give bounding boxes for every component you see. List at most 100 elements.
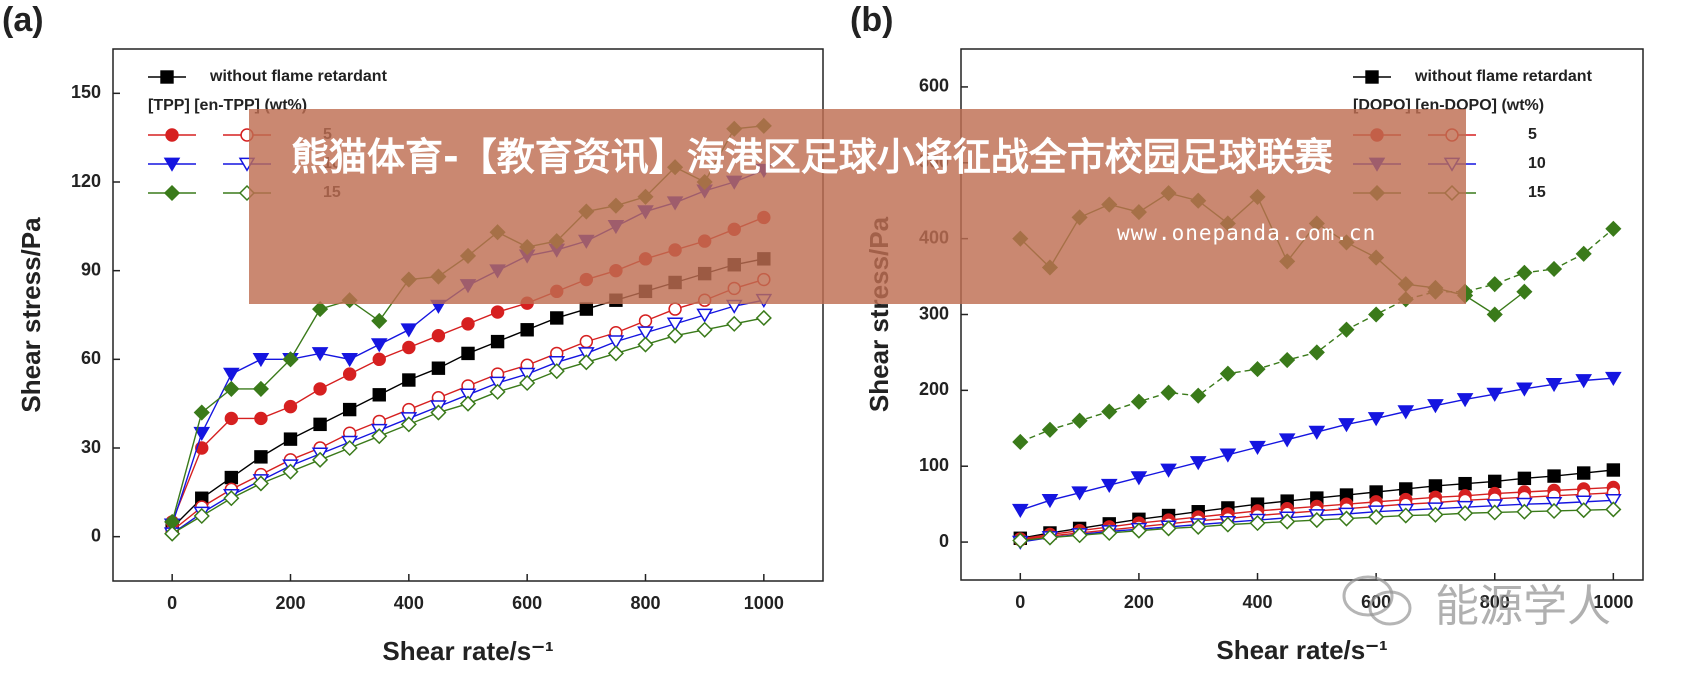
data-point xyxy=(696,308,713,323)
y-tick-label: 30 xyxy=(81,437,101,457)
data-point xyxy=(1101,403,1118,420)
data-point xyxy=(1397,405,1415,420)
data-point xyxy=(607,335,625,350)
data-point xyxy=(341,352,358,368)
data-point xyxy=(1456,393,1474,408)
data-point xyxy=(667,327,684,344)
data-point xyxy=(1367,412,1385,427)
x-tick-label: 0 xyxy=(1015,592,1025,612)
data-point xyxy=(1071,412,1088,429)
x-tick-label: 1000 xyxy=(1593,592,1633,612)
data-point xyxy=(402,340,416,355)
data-point xyxy=(311,347,329,362)
data-point xyxy=(1488,474,1502,489)
data-point xyxy=(1516,264,1533,281)
y-tick-label: 90 xyxy=(81,259,101,279)
data-point xyxy=(252,475,269,492)
legend-label: 10 xyxy=(1528,155,1546,172)
data-point xyxy=(342,402,357,417)
data-point xyxy=(459,395,477,412)
data-point xyxy=(1249,440,1266,456)
data-point xyxy=(341,439,358,457)
data-point xyxy=(578,354,595,371)
data-point xyxy=(1368,508,1385,526)
data-point xyxy=(224,411,239,426)
data-point xyxy=(696,321,713,338)
data-point xyxy=(1071,486,1088,501)
data-point xyxy=(313,382,327,396)
banner-url: www.onepanda.com.cn xyxy=(1117,221,1377,245)
data-point xyxy=(1428,479,1443,493)
data-point xyxy=(548,355,566,371)
plot-frame xyxy=(112,48,824,582)
banner: 熊猫体育-【教育资讯】海港区足球小将征战全市校园足球联赛 www.onepand… xyxy=(249,109,1466,304)
y-tick-label: 300 xyxy=(919,303,949,323)
data-point xyxy=(489,376,506,391)
data-point xyxy=(1486,306,1503,323)
data-point xyxy=(490,305,505,319)
data-point xyxy=(578,347,595,362)
data-point xyxy=(461,346,475,361)
data-point xyxy=(1279,513,1296,530)
x-axis-label: Shear rate/s⁻¹ xyxy=(1216,635,1387,665)
data-point xyxy=(1219,365,1236,382)
y-tick-label: 200 xyxy=(919,379,949,399)
data-point xyxy=(1397,507,1414,524)
data-point xyxy=(312,301,329,318)
data-point xyxy=(252,352,270,368)
data-point xyxy=(1130,471,1148,486)
data-point xyxy=(637,326,654,341)
data-point xyxy=(1012,433,1029,451)
data-point xyxy=(726,315,743,332)
data-point xyxy=(1575,502,1592,519)
data-point xyxy=(254,450,268,464)
data-point xyxy=(283,432,298,446)
legend-marker xyxy=(163,184,181,202)
watermark: 能源学人 xyxy=(1435,581,1611,632)
data-point xyxy=(1605,371,1622,386)
data-point xyxy=(668,302,682,316)
legend-label: 15 xyxy=(1528,184,1546,201)
data-point xyxy=(459,388,477,403)
data-point xyxy=(1012,532,1029,549)
data-point xyxy=(666,317,684,332)
data-point xyxy=(637,336,654,353)
data-point xyxy=(1338,321,1355,338)
data-point xyxy=(224,470,239,485)
data-point xyxy=(400,323,418,338)
y-tick-label: 0 xyxy=(939,531,949,551)
data-point xyxy=(402,373,416,387)
data-point xyxy=(1516,503,1533,520)
x-tick-label: 600 xyxy=(512,593,542,613)
data-point xyxy=(1486,276,1503,293)
data-point xyxy=(195,441,209,455)
data-point xyxy=(1547,469,1561,483)
data-point xyxy=(1160,520,1177,537)
data-point xyxy=(1486,387,1504,402)
data-point xyxy=(223,490,240,507)
data-point xyxy=(1249,361,1266,378)
legend-marker xyxy=(1365,70,1379,84)
data-point xyxy=(579,302,594,316)
data-point xyxy=(431,361,446,375)
data-point xyxy=(1545,260,1563,278)
data-point xyxy=(313,417,327,432)
panel-label: (a) xyxy=(2,1,44,39)
data-point xyxy=(489,383,506,400)
legend-label: 5 xyxy=(1528,126,1537,143)
legend-marker xyxy=(165,128,179,142)
data-point xyxy=(193,507,210,525)
y-tick-label: 150 xyxy=(71,82,101,102)
data-point xyxy=(1575,245,1592,262)
legend-marker xyxy=(163,157,181,172)
y-tick-label: 600 xyxy=(919,76,949,96)
x-tick-label: 400 xyxy=(394,593,424,613)
data-point xyxy=(520,323,534,337)
data-point xyxy=(1041,529,1059,546)
data-point xyxy=(1278,433,1296,448)
data-point xyxy=(1486,504,1503,521)
data-point xyxy=(1011,503,1029,518)
banner-title: 熊猫体育-【教育资讯】海港区足球小将征战全市校园足球联赛 xyxy=(291,135,1333,179)
data-point xyxy=(1100,478,1118,493)
data-point xyxy=(400,416,417,433)
